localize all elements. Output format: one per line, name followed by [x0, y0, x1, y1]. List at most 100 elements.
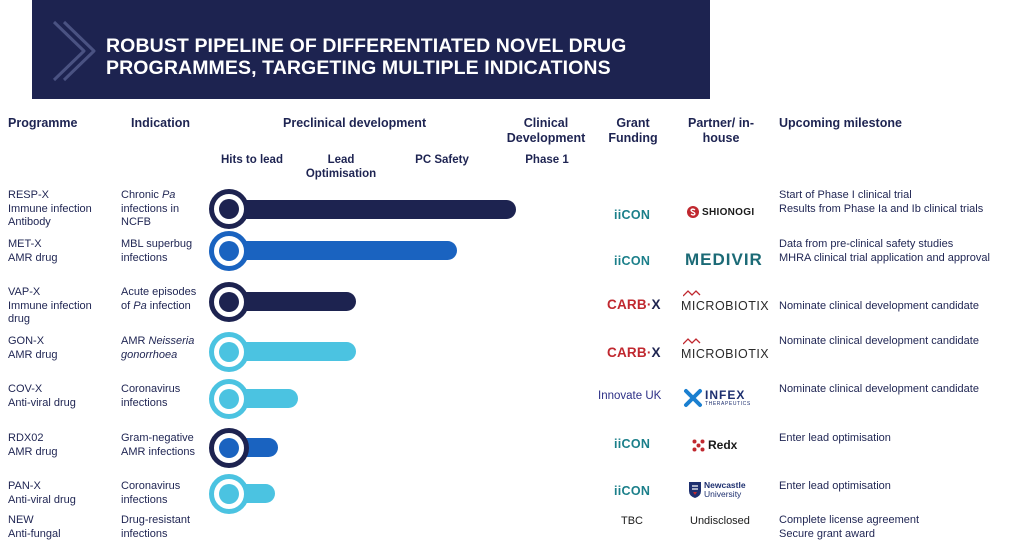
indication-cell: Coronavirus infections [121, 383, 180, 410]
indication-cell: Chronic Pa infections in NCFB [121, 189, 179, 230]
header-partner-line: Partner/ in- [688, 116, 754, 130]
indication-cell: AMR Neisseria gonorrhoea [121, 335, 194, 362]
programme-line: Immune infection [8, 202, 92, 215]
progress-ring [209, 332, 249, 372]
indication-cell: MBL superbug infections [121, 238, 192, 265]
indication-text: Pa [161, 189, 176, 201]
indication-text: infection [146, 299, 191, 312]
header-partner-line: house [702, 131, 740, 145]
carbx-logo: CARB·X [607, 345, 661, 360]
newcastle-crest-icon [689, 482, 701, 498]
programme-line: Anti-fungal [8, 527, 61, 540]
indication-line: gonorrhoea [121, 348, 178, 361]
partner-text: Undisclosed [690, 515, 750, 527]
indication-text: of [121, 299, 134, 312]
microbiotix-text: MICROBIOTIX [681, 299, 770, 313]
progress-dot [219, 199, 239, 219]
microbiotix-wave-icon [683, 290, 701, 297]
programme-cell: VAP-X Immune infection drug [8, 286, 92, 327]
milestone-line: Enter lead optimisation [779, 480, 891, 492]
progress-bar [225, 241, 457, 260]
programme-cell: RDX02 AMR drug [8, 432, 58, 459]
newcastle-logo: Newcastle University [688, 481, 746, 499]
carbx-logo: CARB·X [607, 297, 661, 312]
stage-lead-optimisation: Lead Optimisation [296, 153, 386, 181]
indication-cell: Drug-resistant infections [121, 514, 190, 541]
indication-line: of Pa infection [121, 300, 196, 314]
header-milestone: Upcoming milestone [779, 116, 902, 130]
shionogi-logo: SHIONOGI [687, 206, 754, 218]
programme-line: Antibody [8, 216, 51, 228]
programme-line: GON-X [8, 335, 45, 347]
page-title: ROBUST PIPELINE OF DIFFERENTIATED NOVEL … [106, 35, 626, 79]
microbiotix-wave-icon [683, 338, 701, 345]
page-title-line: ROBUST PIPELINE OF DIFFERENTIATED NOVEL … [106, 35, 627, 57]
indication-line: infections [121, 396, 168, 409]
programme-line: Anti-viral drug [8, 493, 76, 506]
indication-line: AMR Neisseria [121, 335, 194, 349]
iicon-logo: iiCON [614, 484, 651, 498]
stage-hits-to-lead: Hits to lead [221, 154, 283, 166]
programme-line: RESP-X [8, 189, 49, 201]
progress-ring [209, 282, 249, 322]
milestone-line: MHRA clinical trial application and appr… [779, 251, 990, 264]
infex-x-icon [684, 389, 702, 407]
redx-text: Redx [708, 438, 738, 452]
programme-line: AMR drug [8, 251, 58, 264]
shionogi-s-icon [687, 206, 699, 218]
indication-cell: Acute episodes of Pa infection [121, 286, 196, 313]
programme-line: COV-X [8, 383, 43, 395]
stage-phase-1: Phase 1 [525, 154, 569, 166]
progress-bar [225, 342, 356, 361]
programme-cell: NEW Anti-fungal [8, 514, 61, 541]
milestone-cell: Start of Phase I clinical trial Results … [779, 189, 983, 216]
programme-line: AMR drug [8, 445, 58, 458]
indication-line: Coronavirus [121, 480, 181, 492]
stage-lead-line: Lead [327, 154, 355, 166]
progress-dot [219, 241, 239, 261]
programme-line: Immune infection [8, 299, 92, 312]
header-clinical-line: Clinical [523, 116, 569, 130]
header-indication: Indication [131, 116, 191, 130]
indication-line: MBL superbug [121, 238, 193, 250]
grant-text: TBC [621, 515, 643, 527]
title-banner: ROBUST PIPELINE OF DIFFERENTIATED NOVEL … [32, 0, 710, 99]
milestone-cell: Nominate clinical development candidate [779, 383, 979, 397]
header-grant-line: Funding [608, 131, 658, 145]
progress-bar [225, 200, 516, 219]
indication-line: infections [121, 251, 168, 264]
programme-cell: RESP-X Immune infection Antibody [8, 189, 92, 230]
infex-logo: INFEX THERAPEUTICS [683, 388, 751, 408]
microbiotix-logo: MICROBIOTIX [681, 338, 769, 363]
milestone-line: Nominate clinical development candidate [779, 383, 979, 395]
indication-line: Gram-negative [121, 432, 194, 444]
indication-line: Acute episodes [121, 286, 197, 298]
innovate-uk-logo: Innovate UK [598, 390, 662, 402]
milestone-line: Results from Phase Ia and Ib clinical tr… [779, 202, 984, 215]
redx-x-icon [692, 439, 705, 451]
programme-line: NEW [8, 514, 34, 526]
milestone-cell: Nominate clinical development candidate [779, 335, 979, 349]
indication-text: Chronic [121, 189, 162, 201]
shionogi-text: SHIONOGI [702, 206, 755, 218]
indication-cell: Coronavirus infections [121, 480, 180, 507]
progress-ring [209, 474, 249, 514]
programme-line: RDX02 [8, 432, 44, 444]
milestone-line: Start of Phase I clinical trial [779, 189, 912, 201]
programme-line: drug [8, 313, 31, 325]
milestone-cell: Data from pre-clinical safety studies MH… [779, 238, 990, 265]
indication-line: AMR infections [121, 445, 195, 458]
milestone-line: Secure grant award [779, 527, 875, 540]
milestone-cell: Enter lead optimisation [779, 480, 891, 494]
programme-line: Anti-viral drug [8, 396, 76, 409]
indication-text: AMR [121, 335, 149, 347]
header-programme: Programme [8, 116, 78, 130]
iicon-logo: iiCON [614, 437, 651, 451]
programme-line: VAP-X [8, 286, 41, 298]
indication-text: Neisseria [148, 335, 195, 347]
stage-lead-line: Optimisation [305, 168, 377, 180]
header-grant-line: Grant [616, 116, 650, 130]
carbx-x: X [651, 345, 661, 360]
progress-dot [219, 292, 239, 312]
medivir-logo: MEDIVIR [685, 250, 763, 269]
